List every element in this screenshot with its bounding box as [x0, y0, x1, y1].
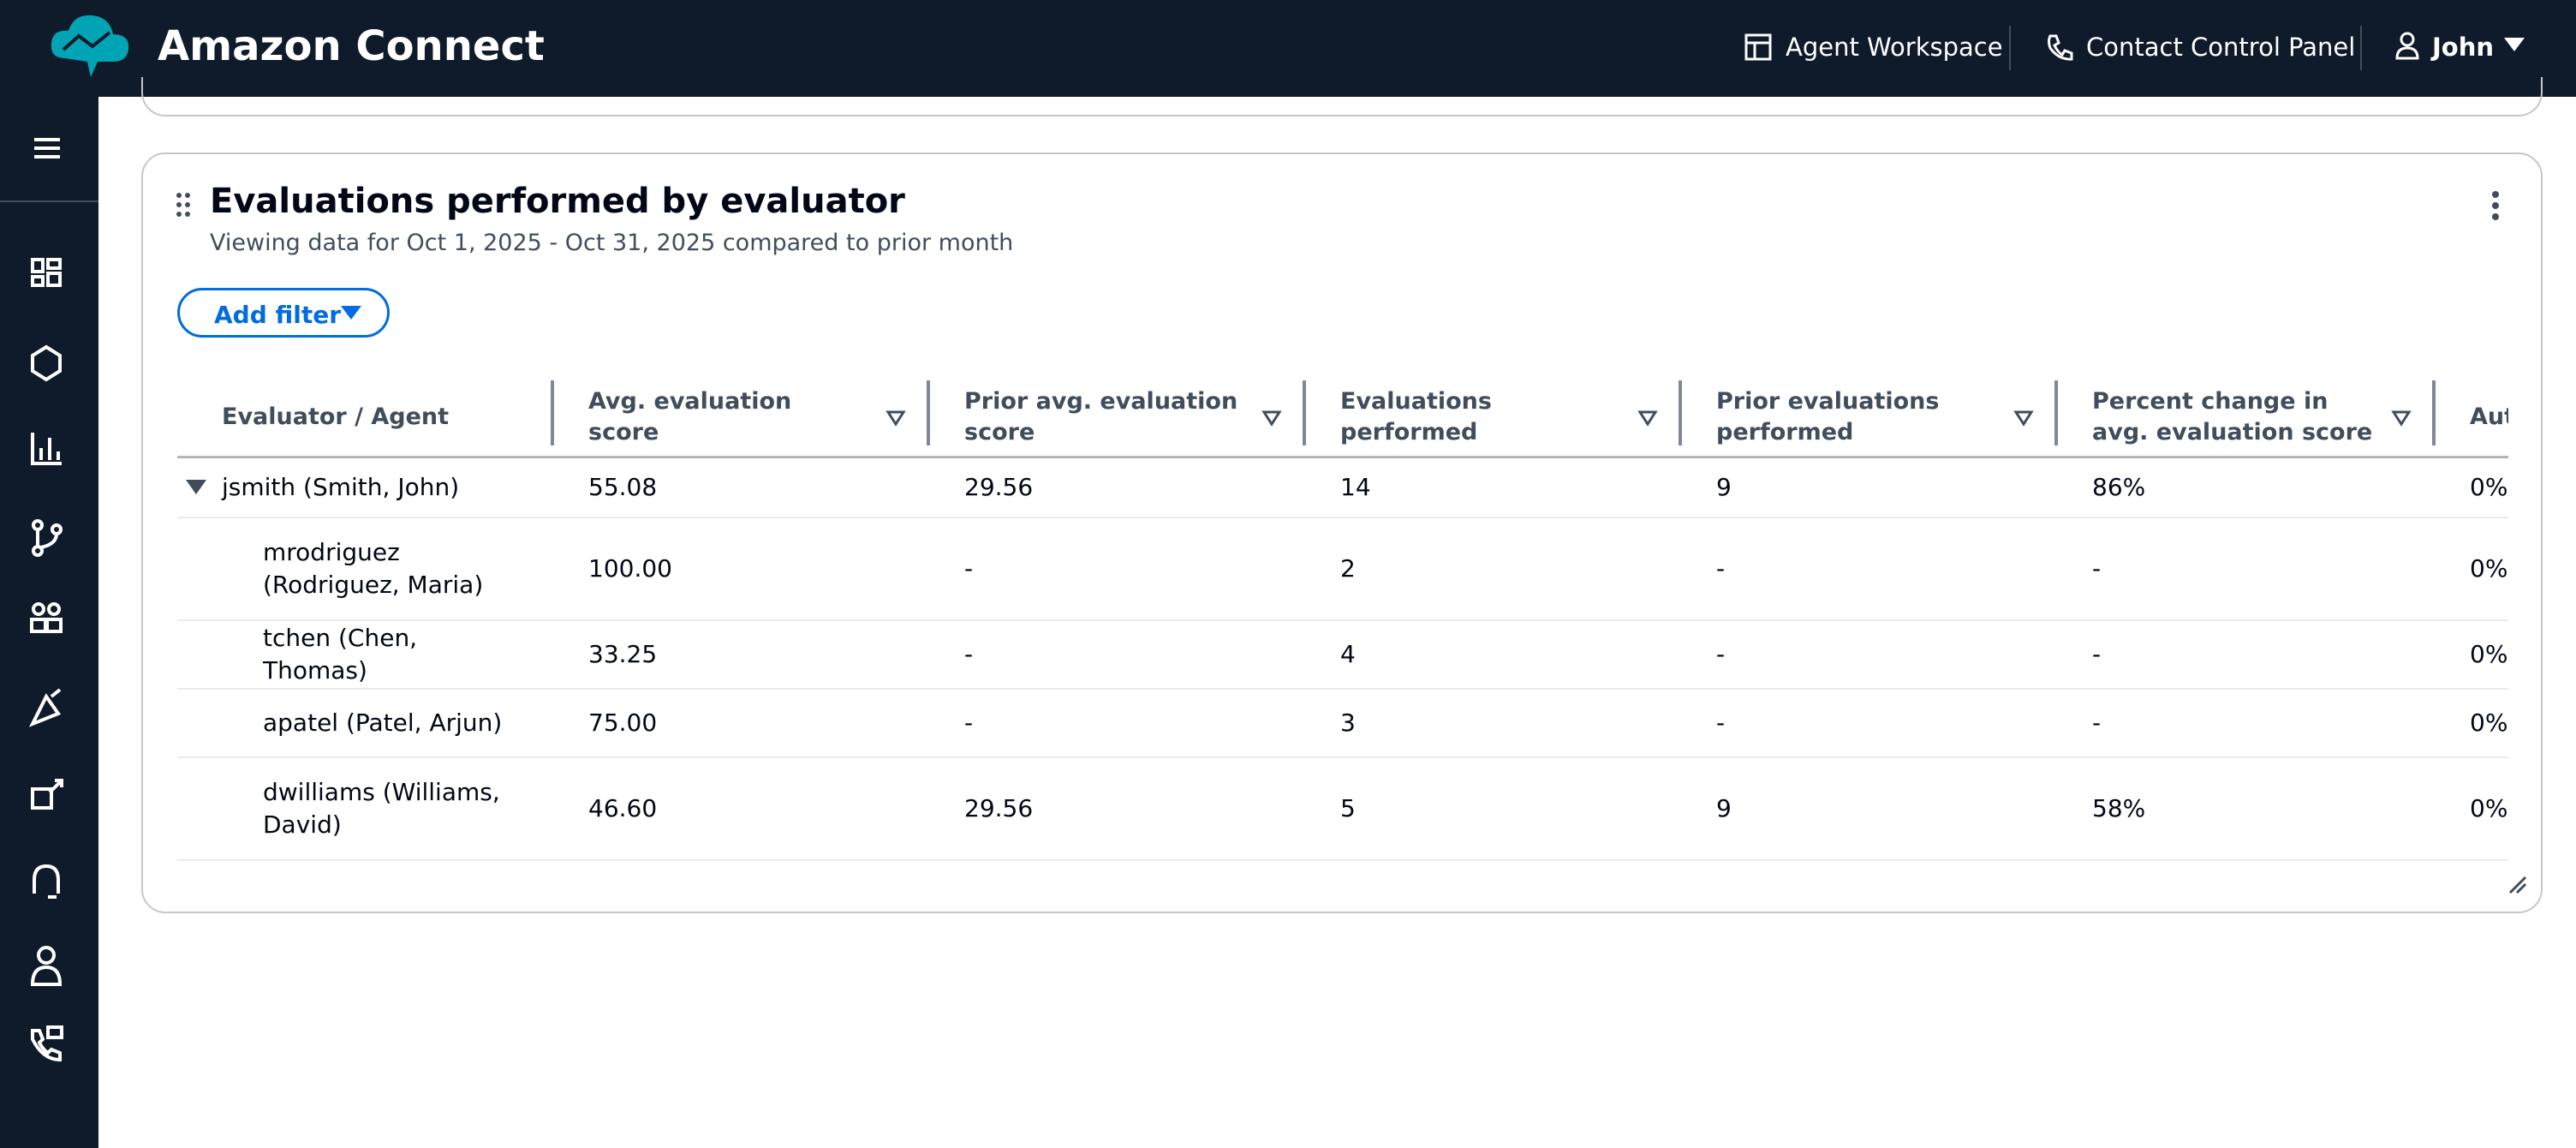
- nav-contact-control-panel[interactable]: Contact Control Panel: [2086, 33, 2356, 62]
- table-cell: 100.00: [588, 554, 672, 583]
- column-header[interactable]: Aut: [2470, 404, 2508, 430]
- table-cell: -: [1716, 554, 1726, 583]
- column-header[interactable]: Percent change in avg. evaluation score: [2092, 388, 2373, 445]
- sort-icon[interactable]: [2013, 410, 2034, 427]
- column-header[interactable]: Prior evaluations performed: [1716, 388, 1940, 445]
- table-cell: 9: [1716, 473, 1732, 501]
- sort-icon[interactable]: [886, 410, 906, 427]
- table-cell: dwilliams (Williams, David): [263, 778, 500, 839]
- table-cell: 0%: [2470, 794, 2508, 822]
- table-cell: -: [2092, 554, 2102, 583]
- header-divider: [177, 456, 2508, 458]
- sort-icon[interactable]: [1261, 410, 1282, 427]
- sidebar: [0, 97, 98, 1148]
- brand[interactable]: Amazon Connect: [158, 22, 545, 70]
- table-cell: -: [1716, 709, 1726, 737]
- table-cell: 0%: [2470, 709, 2508, 737]
- table-cell: 9: [1716, 794, 1732, 822]
- table-cell: -: [964, 554, 974, 583]
- more-menu[interactable]: [2491, 190, 2500, 221]
- caret: [341, 306, 361, 320]
- nav-separator: [2009, 26, 2011, 70]
- panel: Evaluations performed by evaluator Viewi…: [141, 152, 2543, 913]
- table-cell: jsmith (Smith, John): [222, 473, 460, 501]
- user-icon: [2395, 32, 2419, 60]
- table-cell: 0%: [2470, 473, 2508, 501]
- row-divider: [177, 756, 2508, 758]
- column-header[interactable]: Evaluations performed: [1340, 388, 1492, 445]
- resize-handle[interactable]: [2507, 874, 2529, 896]
- sort-icon[interactable]: [2391, 410, 2412, 427]
- top-bar: Amazon Connect Agent Workspace Contact C…: [0, 0, 2576, 97]
- table-cell: -: [2092, 640, 2102, 668]
- table-cell: 55.08: [588, 473, 658, 501]
- logo: [51, 15, 129, 77]
- table-cell: 86%: [2092, 473, 2146, 501]
- table-cell: 2: [1340, 554, 1356, 583]
- column-resizer[interactable]: [2432, 380, 2436, 445]
- table-cell: mrodriguez (Rodriguez, Maria): [263, 538, 484, 599]
- table-cell: 29.56: [964, 794, 1034, 822]
- nav-agent-workspace[interactable]: Agent Workspace: [1786, 33, 2003, 62]
- table-cell: apatel (Patel, Arjun): [263, 709, 503, 737]
- table-cell: tchen (Chen, Thomas): [263, 624, 418, 685]
- table-cell: 0%: [2470, 554, 2508, 583]
- add-filter-button[interactable]: Add filter: [177, 288, 390, 338]
- row-divider: [177, 688, 2508, 690]
- table-cell: 33.25: [588, 640, 658, 668]
- table-cell: 0%: [2470, 640, 2508, 668]
- row-divider: [177, 517, 2508, 518]
- column-header[interactable]: Prior avg. evaluation score: [964, 388, 1238, 445]
- panel-title: Evaluations performed by evaluator: [210, 182, 905, 221]
- button-label: Add filter: [214, 301, 342, 329]
- workspace-icon: [1744, 33, 1772, 61]
- table-cell: 29.56: [964, 473, 1034, 501]
- table-cell: 14: [1340, 473, 1371, 501]
- caret: [2504, 38, 2525, 51]
- drag-handle[interactable]: [176, 192, 193, 219]
- table-cell: -: [1716, 640, 1726, 668]
- column-resizer[interactable]: [551, 380, 554, 445]
- table-cell: 46.60: [588, 794, 658, 822]
- table-cell: 3: [1340, 709, 1356, 737]
- phone-icon: [2048, 34, 2073, 61]
- table-cell: 75.00: [588, 709, 658, 737]
- sidebar-icons: [0, 138, 98, 1062]
- column-resizer[interactable]: [927, 380, 930, 445]
- table-cell: -: [964, 709, 974, 737]
- nav-separator: [2360, 26, 2362, 70]
- table-cell: -: [964, 640, 974, 668]
- sort-icon[interactable]: [1637, 410, 1658, 427]
- previous-card: [141, 77, 2543, 117]
- column-resizer[interactable]: [1679, 380, 1682, 445]
- row-divider: [177, 859, 2508, 861]
- table-cell: 4: [1340, 640, 1356, 668]
- panel-subtitle: Viewing data for Oct 1, 2025 - Oct 31, 2…: [210, 230, 1014, 256]
- column-header[interactable]: Evaluator / Agent: [222, 404, 450, 430]
- nav-user[interactable]: John: [2432, 33, 2495, 62]
- expand-toggle[interactable]: [186, 480, 206, 495]
- table-cell: 58%: [2092, 794, 2146, 822]
- table-cell: 5: [1340, 794, 1356, 822]
- column-resizer[interactable]: [1303, 380, 1306, 445]
- table: Evaluator / Agent Avg. evaluation score Pr…: [177, 379, 2508, 876]
- row-divider: [177, 619, 2508, 621]
- column-resizer[interactable]: [2054, 380, 2058, 445]
- table-cell: -: [2092, 709, 2102, 737]
- column-header[interactable]: Avg. evaluation score: [588, 388, 792, 445]
